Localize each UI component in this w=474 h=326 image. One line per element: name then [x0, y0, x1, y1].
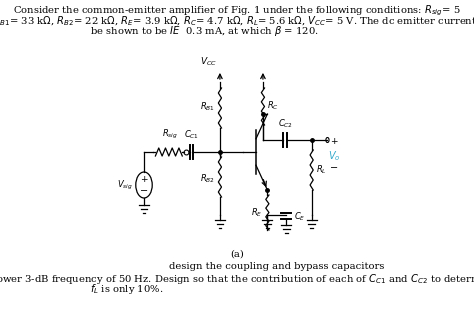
Text: $C_{C2}$: $C_{C2}$: [278, 117, 292, 130]
Text: −: −: [140, 186, 148, 196]
Text: −: −: [330, 163, 338, 173]
Text: $V_{CC}$: $V_{CC}$: [200, 55, 217, 68]
Text: +: +: [140, 175, 148, 185]
Text: $R_{B1}$: $R_{B1}$: [200, 101, 215, 113]
Text: $R_C$: $R_C$: [267, 100, 279, 112]
Text: design the coupling and bypass capacitors: design the coupling and bypass capacitor…: [169, 262, 384, 271]
Text: Consider the common-emitter amplifier of Fig. 1 under the following conditions: : Consider the common-emitter amplifier of…: [13, 4, 461, 18]
Text: $C_{C1}$: $C_{C1}$: [184, 128, 199, 141]
Text: $R_{sig}$: $R_{sig}$: [162, 128, 178, 141]
Text: +: +: [330, 138, 337, 146]
Text: $R_L$: $R_L$: [316, 164, 327, 176]
Text: $V_{sig}$: $V_{sig}$: [118, 178, 133, 192]
Text: $R_E$: $R_E$: [251, 207, 263, 219]
Text: $R_{B2}$: $R_{B2}$: [200, 173, 215, 185]
Text: k$\Omega$ $R_{B1}$= 33 k$\Omega$, $R_{B2}$= 22 k$\Omega$, $R_E$= 3.9 k$\Omega$, : k$\Omega$ $R_{B1}$= 33 k$\Omega$, $R_{B2…: [0, 14, 474, 28]
Text: for a lower 3-dB frequency of 50 Hz. Design so that the contribution of each of : for a lower 3-dB frequency of 50 Hz. Des…: [0, 272, 474, 286]
Text: $V_o$: $V_o$: [328, 149, 340, 163]
Text: $C_E$: $C_E$: [294, 211, 305, 223]
Text: (a): (a): [230, 250, 244, 259]
Text: be shown to be $IE$  0.3 mA, at which $\beta$ = 120.: be shown to be $IE$ 0.3 mA, at which $\b…: [90, 24, 319, 38]
Text: $f_L$ is only 10%.: $f_L$ is only 10%.: [90, 282, 164, 296]
